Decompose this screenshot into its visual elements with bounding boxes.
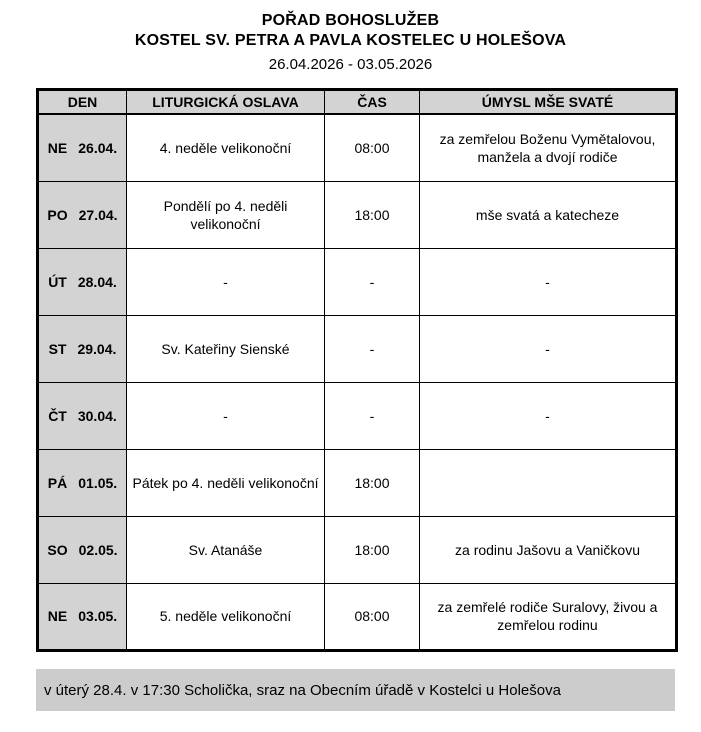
day-wrap: ČT 30.04. <box>44 407 121 425</box>
time-cell: 18:00 <box>324 448 420 517</box>
day-cell: NE 03.05. <box>37 582 127 651</box>
col-header-celebration: LITURGICKÁ OSLAVA <box>126 89 325 115</box>
time-cell: 08:00 <box>324 113 420 182</box>
day-cell: SO 02.05. <box>37 515 127 584</box>
intention-cell: mše svatá a katecheze <box>419 180 677 249</box>
celebration-cell: Sv. Kateřiny Sienské <box>126 314 325 383</box>
table-row: ÚT 28.04. - - - <box>37 247 677 316</box>
time-cell: - <box>324 314 420 383</box>
day-abbrev: ÚT <box>48 273 67 290</box>
day-date: 26.04. <box>78 139 118 156</box>
date-range: 26.04.2026 - 03.05.2026 <box>268 56 433 73</box>
time-cell: 18:00 <box>324 515 420 584</box>
day-wrap: ST 29.04. <box>44 340 121 358</box>
day-abbrev: NE <box>47 139 68 156</box>
celebration-cell: Pondělí po 4. neděli velikonoční <box>126 180 325 249</box>
celebration-cell: Pátek po 4. neděli velikonoční <box>126 448 325 517</box>
table-row: SO 02.05. Sv. Atanáše 18:00 za rodinu Ja… <box>37 515 677 584</box>
footer-note-bar: v úterý 28.4. v 17:30 Scholička, sraz na… <box>36 669 675 711</box>
table-row: ČT 30.04. - - - <box>37 381 677 450</box>
celebration-cell: 5. neděle velikonoční <box>126 582 325 651</box>
day-wrap: PÁ 01.05. <box>44 474 121 492</box>
intention-cell: - <box>419 381 677 450</box>
schedule-table: DEN LITURGICKÁ OSLAVA ČAS ÚMYSL MŠE SVAT… <box>36 88 678 652</box>
day-date: 27.04. <box>78 206 118 223</box>
day-abbrev: PÁ <box>47 474 68 491</box>
intention-cell: za zemřelé rodiče Suralovy, živou a zemř… <box>419 582 677 651</box>
col-header-day: DEN <box>37 89 127 115</box>
celebration-cell: 4. neděle velikonoční <box>126 113 325 182</box>
day-wrap: NE 26.04. <box>44 139 121 157</box>
time-cell: 08:00 <box>324 582 420 651</box>
day-cell: PO 27.04. <box>37 180 127 249</box>
page-title: POŘAD BOHOSLUŽEB <box>261 12 440 29</box>
time-cell: - <box>324 247 420 316</box>
day-wrap: ÚT 28.04. <box>44 273 121 291</box>
day-date: 28.04. <box>77 273 117 290</box>
celebration-cell: Sv. Atanáše <box>126 515 325 584</box>
day-date: 01.05. <box>78 474 118 491</box>
day-cell: ST 29.04. <box>37 314 127 383</box>
day-abbrev: NE <box>47 608 68 624</box>
time-cell: - <box>324 381 420 450</box>
table-row: PO 27.04. Pondělí po 4. neděli velikonoč… <box>37 180 677 249</box>
church-name: KOSTEL SV. PETRA A PAVLA KOSTELEC U HOLE… <box>134 32 567 49</box>
intention-cell <box>419 448 677 517</box>
intention-cell: za rodinu Jašovu a Vaničkovu <box>419 515 677 584</box>
table-row: NE 26.04. 4. neděle velikonoční 08:00 za… <box>37 113 677 182</box>
day-abbrev: SO <box>47 541 68 558</box>
intention-cell: - <box>419 314 677 383</box>
day-wrap: SO 02.05. <box>44 541 121 559</box>
day-abbrev: ČT <box>48 407 67 424</box>
table-body: NE 26.04. 4. neděle velikonoční 08:00 za… <box>37 113 677 651</box>
day-cell: PÁ 01.05. <box>37 448 127 517</box>
celebration-cell: - <box>126 247 325 316</box>
day-date: 03.05. <box>78 608 118 624</box>
table-row: PÁ 01.05. Pátek po 4. neděli velikonoční… <box>37 448 677 517</box>
day-abbrev: PO <box>47 206 68 223</box>
day-wrap: PO 27.04. <box>44 206 121 224</box>
day-abbrev: ST <box>48 340 67 357</box>
col-header-intention: ÚMYSL MŠE SVATÉ <box>419 89 677 115</box>
table-row: ST 29.04. Sv. Kateřiny Sienské - - <box>37 314 677 383</box>
day-date: 02.05. <box>78 541 118 558</box>
day-cell: NE 26.04. <box>37 113 127 182</box>
day-date: 30.04. <box>77 407 117 424</box>
day-wrap: NE 03.05. <box>44 607 121 625</box>
celebration-cell: - <box>126 381 325 450</box>
table-row: NE 03.05. 5. neděle velikonoční 08:00 za… <box>37 582 677 651</box>
day-cell: ČT 30.04. <box>37 381 127 450</box>
time-cell: 18:00 <box>324 180 420 249</box>
day-date: 29.04. <box>77 340 117 357</box>
footer-note-text: v úterý 28.4. v 17:30 Scholička, sraz na… <box>44 681 561 699</box>
document-header: POŘAD BOHOSLUŽEB KOSTEL SV. PETRA A PAVL… <box>0 11 701 74</box>
day-cell: ÚT 28.04. <box>37 247 127 316</box>
intention-cell: - <box>419 247 677 316</box>
col-header-time: ČAS <box>324 89 420 115</box>
table-header-row: DEN LITURGICKÁ OSLAVA ČAS ÚMYSL MŠE SVAT… <box>37 89 677 115</box>
intention-cell: za zemřelou Boženu Vymětalovou, manžela … <box>419 113 677 182</box>
